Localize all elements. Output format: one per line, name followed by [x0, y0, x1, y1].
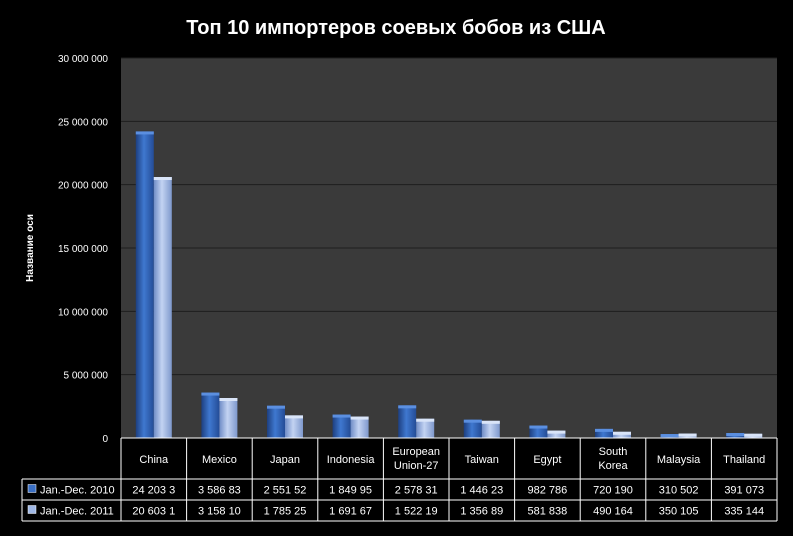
bar-top	[481, 420, 500, 424]
data-table-value: 1 691 67	[329, 506, 372, 518]
data-table-value: 20 603 1	[132, 506, 175, 518]
bar-2010	[595, 428, 613, 438]
bar-top	[595, 428, 613, 432]
y-tick-label: 0	[102, 434, 108, 445]
bar-2011	[350, 416, 369, 438]
bar-2010	[135, 131, 154, 438]
category-label: China	[139, 454, 169, 466]
data-table-value: 350 105	[659, 506, 699, 518]
data-table-value: 335 144	[724, 506, 764, 518]
gridlines	[121, 57, 777, 376]
data-table-value: 1 446 23	[460, 485, 503, 497]
data-table-value: 581 838	[528, 506, 568, 518]
data-table-value: 1 785 25	[264, 506, 307, 518]
data-table-value: 490 164	[593, 506, 633, 518]
y-tick-label: 10 000 000	[58, 307, 108, 318]
bar-top	[547, 430, 566, 434]
y-tick-label: 30 000 000	[58, 54, 108, 65]
data-table-value: 720 190	[593, 485, 633, 497]
bar-top	[153, 177, 172, 181]
category-label: Mexico	[202, 454, 237, 466]
bar-top	[744, 433, 763, 437]
bar-top	[726, 433, 745, 437]
legend-2011-swatch	[27, 505, 37, 514]
y-axis-label: Название оси	[25, 214, 36, 282]
bar-top	[219, 397, 238, 401]
bar-top	[613, 431, 631, 435]
bar-2010	[463, 419, 482, 438]
bar-top	[463, 419, 482, 423]
series-name: Jan.-Dec. 2011	[40, 506, 114, 518]
bar-top	[350, 416, 369, 420]
bar-top	[332, 414, 351, 418]
y-axis-ticks: 0 5 000 000 10 000 000 15 000 000 20 000 000…	[58, 54, 109, 445]
category-label: Malaysia	[657, 454, 701, 466]
bar-top	[416, 418, 435, 422]
bar-2011	[481, 420, 500, 438]
data-table-value: 391 073	[724, 485, 764, 497]
chart-title: Топ 10 импортеров соевых бобов из США	[186, 17, 605, 39]
bar-2010	[332, 414, 351, 438]
bar-2011	[219, 397, 238, 438]
series-name: Jan.-Dec. 2010	[40, 485, 115, 497]
bar-top	[660, 434, 679, 438]
y-tick-label: 20 000 000	[58, 181, 108, 192]
category-label: Indonesia	[327, 454, 376, 466]
bar-2010	[529, 425, 548, 438]
category-label: South Korea	[598, 446, 628, 472]
data-table-value: 310 502	[659, 485, 699, 497]
bar-top	[678, 433, 697, 437]
category-label: European Union-27	[392, 446, 440, 472]
bar-top	[267, 405, 285, 409]
bar-top	[398, 405, 417, 409]
data-table-value: 2 551 52	[264, 485, 307, 497]
data-table-value: 1 522 19	[395, 506, 438, 518]
bar-2011	[285, 415, 303, 438]
bar-2011	[153, 177, 172, 438]
category-label: Egypt	[533, 454, 561, 466]
bar-top	[529, 425, 548, 429]
bar-2011	[613, 431, 631, 438]
category-label: Taiwan	[465, 454, 499, 466]
bar-2010	[267, 405, 285, 438]
bar-2010	[398, 405, 417, 438]
data-table-value: 24 203 3	[132, 485, 175, 497]
data-table-value: 982 786	[528, 485, 568, 497]
data-table-value: 3 158 10	[198, 506, 241, 518]
bars	[135, 131, 763, 438]
y-tick-label: 5 000 000	[64, 371, 109, 382]
bar-2010	[201, 392, 220, 438]
y-tick-label: 25 000 000	[58, 117, 108, 128]
y-tick-label: 15 000 000	[58, 244, 108, 255]
category-label: Japan	[270, 454, 300, 466]
category-label: Thailand	[723, 454, 765, 466]
data-table-value: 1 356 89	[460, 506, 503, 518]
data-table: China Mexico Japan Indonesia European Union-2…	[21, 437, 778, 522]
legend-2010-swatch	[27, 484, 37, 493]
data-table-value: 2 578 31	[395, 485, 438, 497]
bar-top	[285, 415, 303, 419]
bar-2011	[416, 418, 435, 438]
data-table-value: 3 586 83	[198, 485, 241, 497]
data-table-value: 1 849 95	[329, 485, 372, 497]
bar-top	[135, 131, 154, 135]
bar-2011	[547, 430, 566, 438]
bar-top	[201, 392, 220, 396]
